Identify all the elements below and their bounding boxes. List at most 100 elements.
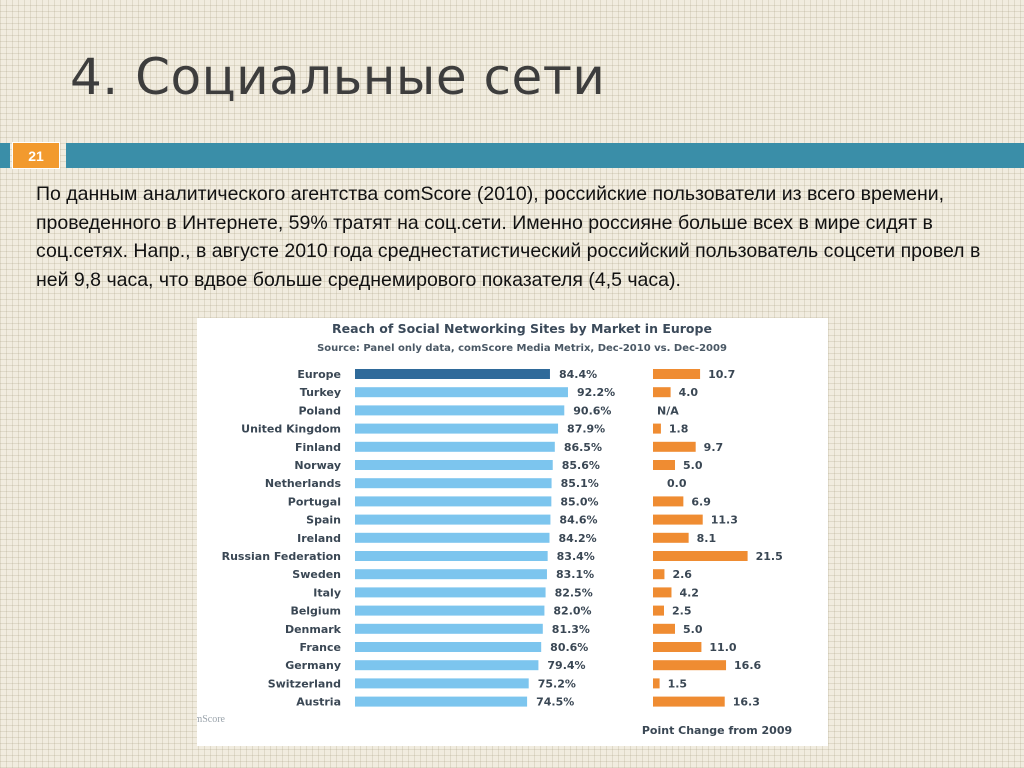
reach-chart: Reach of Social Networking Sites by Mark… (197, 321, 792, 737)
reach-value-united-kingdom: 87.9% (567, 423, 605, 436)
reach-value-france: 80.6% (550, 641, 588, 654)
slide-title: 4. Социальные сети (70, 48, 606, 106)
change-bar-france (653, 642, 702, 652)
change-bar-united-kingdom (653, 423, 661, 434)
comscore-logo: comScore (197, 714, 226, 725)
change-value-italy: 4.2 (679, 586, 699, 599)
reach-value-spain: 84.6% (559, 514, 597, 527)
reach-bar-portugal (355, 496, 552, 507)
reach-bar-norway (355, 460, 553, 470)
change-value-germany: 16.6 (734, 659, 761, 672)
category-label-europe: Europe (297, 368, 341, 381)
reach-value-sweden: 83.1% (556, 568, 594, 581)
reach-value-europe: 84.4% (559, 368, 597, 381)
category-label-poland: Poland (298, 404, 341, 417)
reach-value-austria: 74.5% (536, 696, 574, 709)
category-label-finland: Finland (295, 441, 341, 454)
category-label-belgium: Belgium (290, 605, 341, 618)
slide-body-text: По данным аналитического агентства comSc… (36, 183, 981, 291)
change-value-portugal: 6.9 (691, 495, 711, 508)
category-label-netherlands: Netherlands (265, 477, 342, 490)
change-bar-italy (653, 587, 672, 598)
category-label-united-kingdom: United Kingdom (241, 423, 341, 436)
chart-subtitle: Source: Panel only data, comScore Media … (317, 343, 727, 354)
change-value-denmark: 5.0 (683, 623, 703, 636)
category-label-switzerland: Switzerland (268, 677, 341, 690)
change-bar-sweden (653, 569, 665, 580)
accent-band-left (0, 143, 10, 168)
reach-bar-finland (355, 441, 555, 452)
change-value-finland: 9.7 (704, 441, 724, 454)
category-label-spain: Spain (306, 514, 341, 527)
change-bar-switzerland (653, 678, 660, 689)
reach-value-switzerland: 75.2% (538, 677, 576, 690)
change-bar-ireland (653, 532, 689, 543)
category-label-norway: Norway (294, 459, 341, 472)
reach-bar-belgium (355, 605, 545, 616)
change-bar-norway (653, 460, 675, 470)
category-label-italy: Italy (313, 586, 341, 599)
reach-value-netherlands: 85.1% (561, 477, 599, 490)
change-value-united-kingdom: 1.8 (669, 423, 689, 436)
reach-bar-ireland (355, 532, 550, 543)
reach-bar-poland (355, 405, 565, 416)
accent-band-right (66, 143, 1024, 168)
slide-number: 21 (12, 142, 60, 169)
category-label-portugal: Portugal (288, 495, 341, 508)
change-value-europe: 10.7 (708, 368, 735, 381)
change-bar-spain (653, 514, 703, 525)
reach-value-belgium: 82.0% (553, 605, 591, 618)
change-value-austria: 16.3 (733, 696, 760, 709)
change-value-switzerland: 1.5 (668, 677, 688, 690)
change-bar-europe (653, 369, 701, 379)
reach-value-italy: 82.5% (555, 586, 593, 599)
reach-bar-europe (355, 369, 550, 379)
reach-bar-france (355, 642, 542, 652)
change-bar-portugal (653, 496, 684, 507)
reach-value-germany: 79.4% (547, 659, 585, 672)
reach-bar-sweden (355, 569, 547, 580)
reach-bar-italy (355, 587, 546, 598)
change-bar-belgium (653, 605, 664, 616)
change-value-sweden: 2.6 (672, 568, 692, 581)
change-value-turkey: 4.0 (679, 386, 699, 399)
category-label-ireland: Ireland (297, 532, 341, 545)
reach-bar-denmark (355, 623, 543, 634)
change-bar-turkey (653, 387, 671, 398)
chart-image: Reach of Social Networking Sites by Mark… (197, 318, 828, 746)
reach-value-ireland: 84.2% (559, 532, 597, 545)
change-value-france: 11.0 (709, 641, 736, 654)
reach-bar-russian-federation (355, 551, 548, 561)
reach-bar-turkey (355, 387, 568, 398)
change-value-spain: 11.3 (711, 514, 738, 527)
reach-value-finland: 86.5% (564, 441, 602, 454)
chart-title: Reach of Social Networking Sites by Mark… (332, 321, 712, 336)
reach-bar-spain (355, 514, 551, 525)
change-value-ireland: 8.1 (697, 532, 717, 545)
change-value-belgium: 2.5 (672, 605, 692, 618)
reach-value-russian-federation: 83.4% (557, 550, 595, 563)
reach-bar-germany (355, 660, 539, 671)
change-bar-denmark (653, 623, 675, 634)
reach-value-portugal: 85.0% (560, 495, 598, 508)
change-bar-germany (653, 660, 727, 671)
change-axis-label: Point Change from 2009 (642, 724, 792, 737)
reach-bar-austria (355, 696, 528, 707)
change-value-russian-federation: 21.5 (756, 550, 783, 563)
reach-bar-united-kingdom (355, 423, 559, 434)
change-bar-russian-federation (653, 551, 748, 561)
change-value-poland: N/A (657, 404, 679, 417)
reach-bar-netherlands (355, 478, 552, 489)
category-label-sweden: Sweden (292, 568, 341, 581)
change-bar-austria (653, 696, 725, 707)
category-label-france: France (300, 641, 341, 654)
change-bar-finland (653, 441, 696, 452)
category-label-austria: Austria (296, 696, 341, 709)
category-label-turkey: Turkey (300, 386, 341, 399)
reach-value-turkey: 92.2% (577, 386, 615, 399)
category-label-denmark: Denmark (285, 623, 342, 636)
reach-bar-switzerland (355, 678, 529, 689)
change-value-netherlands: 0.0 (667, 477, 687, 490)
reach-value-norway: 85.6% (562, 459, 600, 472)
change-value-norway: 5.0 (683, 459, 703, 472)
